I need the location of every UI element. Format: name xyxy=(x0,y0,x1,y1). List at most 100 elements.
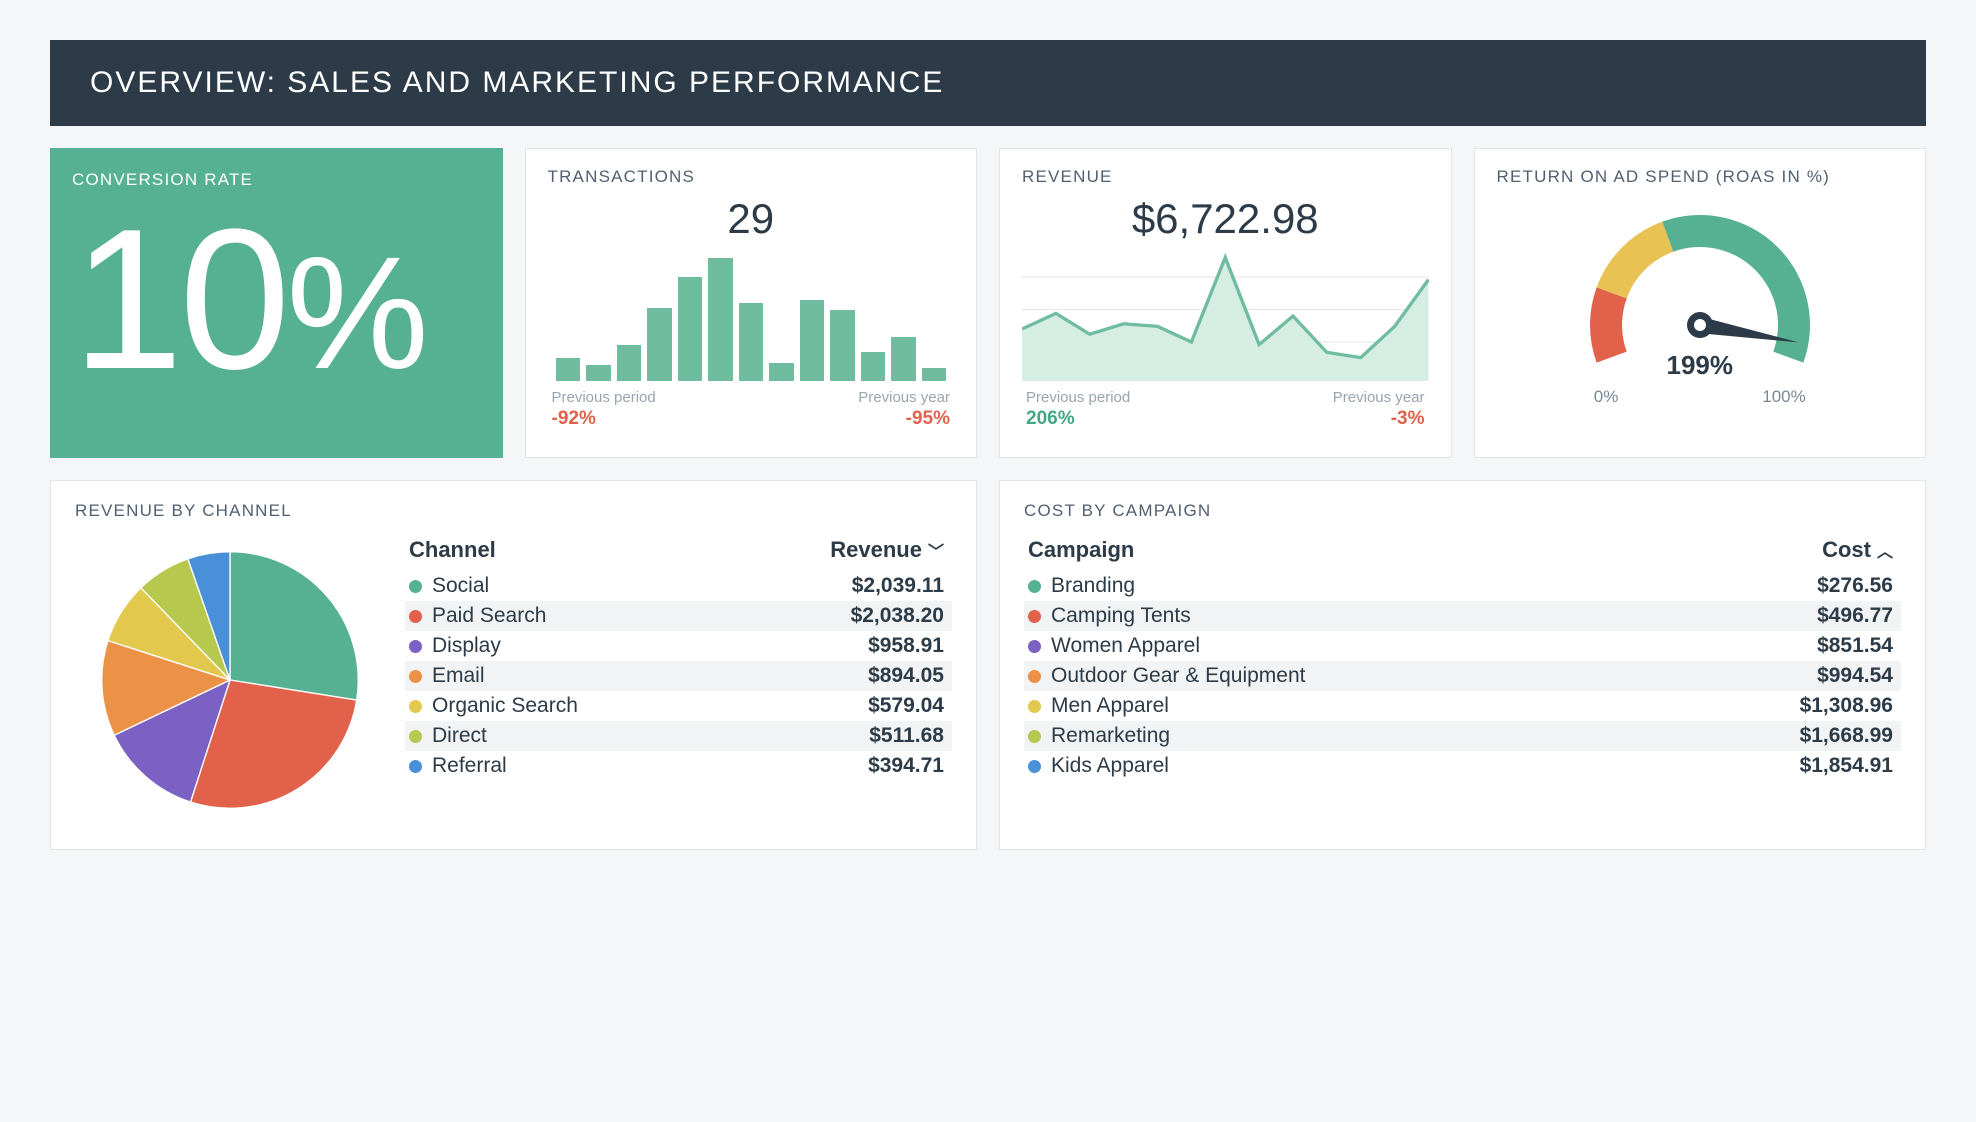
roas-gauge: 199% 0% 100% xyxy=(1497,195,1904,405)
revenue-prev-year-value: -3% xyxy=(1333,408,1425,430)
conversion-number: 10 xyxy=(72,188,286,411)
legend-swatch-icon xyxy=(1028,700,1041,713)
bar xyxy=(586,365,611,381)
transactions-prev-period-value: -92% xyxy=(552,408,656,430)
transactions-compare: Previous period -92% Previous year -95% xyxy=(548,387,955,430)
row-label: Camping Tents xyxy=(1028,604,1191,628)
page-title-bar: OVERVIEW: SALES AND MARKETING PERFORMANC… xyxy=(50,40,1926,126)
bar xyxy=(739,303,764,381)
revenue-prev-period-value: 206% xyxy=(1026,408,1130,430)
bar xyxy=(556,358,581,381)
row-label-text: Direct xyxy=(432,724,487,748)
legend-swatch-icon xyxy=(1028,730,1041,743)
table-row[interactable]: Paid Search $2,038.20 xyxy=(405,601,952,631)
transactions-card: TRANSACTIONS 29 Previous period -92% Pre… xyxy=(525,148,978,458)
transactions-title: TRANSACTIONS xyxy=(548,167,955,187)
row-label: Social xyxy=(409,574,489,598)
legend-swatch-icon xyxy=(409,610,422,623)
transactions-prev-period-label: Previous period xyxy=(552,389,656,406)
row-value: $1,854.91 xyxy=(1800,754,1893,778)
table-row[interactable]: Social $2,039.11 xyxy=(405,571,952,601)
row-label-text: Outdoor Gear & Equipment xyxy=(1051,664,1305,688)
legend-swatch-icon xyxy=(1028,580,1041,593)
revenue-prev-year: Previous year -3% xyxy=(1333,389,1425,430)
row-label-text: Referral xyxy=(432,754,507,778)
row-value: $511.68 xyxy=(869,724,944,748)
row-label-text: Remarketing xyxy=(1051,724,1170,748)
conversion-percent-sign: % xyxy=(286,223,424,402)
row-label-text: Camping Tents xyxy=(1051,604,1191,628)
table-row[interactable]: Outdoor Gear & Equipment $994.54 xyxy=(1024,661,1901,691)
row-label: Women Apparel xyxy=(1028,634,1200,658)
transactions-bar-chart xyxy=(548,251,955,381)
revenue-area-chart xyxy=(1022,251,1429,381)
row-label: Men Apparel xyxy=(1028,694,1169,718)
bar xyxy=(922,368,947,381)
cost-col-cost[interactable]: Cost ︿ xyxy=(1822,537,1893,563)
chevron-down-icon: ﹀ xyxy=(928,538,944,562)
cost-by-campaign-table: Campaign Cost ︿ Branding$276.56Camping T… xyxy=(1024,535,1901,781)
transactions-prev-year-value: -95% xyxy=(858,408,950,430)
revenue-title: REVENUE xyxy=(1022,167,1429,187)
cost-by-campaign-title: COST BY CAMPAIGN xyxy=(1024,501,1901,521)
bar xyxy=(617,345,642,381)
revenue-col-revenue[interactable]: Revenue ﹀ xyxy=(830,537,944,563)
revenue-col-channel[interactable]: Channel xyxy=(409,537,496,563)
row-label-text: Branding xyxy=(1051,574,1135,598)
table-row[interactable]: Direct $511.68 xyxy=(405,721,952,751)
transactions-prev-year: Previous year -95% xyxy=(858,389,950,430)
revenue-table-header[interactable]: Channel Revenue ﹀ xyxy=(405,535,952,571)
transactions-value: 29 xyxy=(548,195,955,243)
conversion-title: CONVERSION RATE xyxy=(72,170,481,190)
revenue-card: REVENUE $6,722.98 Previous period 206% P… xyxy=(999,148,1452,458)
row-value: $1,308.96 xyxy=(1800,694,1893,718)
table-row[interactable]: Display$958.91 xyxy=(405,631,952,661)
table-row[interactable]: Camping Tents $496.77 xyxy=(1024,601,1901,631)
roas-min-label: 0% xyxy=(1594,387,1619,407)
table-row[interactable]: Men Apparel $1,308.96 xyxy=(1024,691,1901,721)
row-value: $2,038.20 xyxy=(851,604,944,628)
table-row[interactable]: Referral $394.71 xyxy=(405,751,952,781)
bar xyxy=(861,352,886,381)
row-label: Organic Search xyxy=(409,694,578,718)
row-value: $1,668.99 xyxy=(1800,724,1893,748)
revenue-prev-period-label: Previous period xyxy=(1026,389,1130,406)
row-value: $994.54 xyxy=(1817,664,1893,688)
bar xyxy=(830,310,855,382)
row-value: $394.71 xyxy=(868,754,944,778)
row-label: Direct xyxy=(409,724,487,748)
row-value: $2,039.11 xyxy=(852,574,944,598)
roas-center-value: 199% xyxy=(1667,350,1734,381)
row-label-text: Email xyxy=(432,664,485,688)
roas-max-label: 100% xyxy=(1762,387,1805,407)
table-row[interactable]: Remarketing $1,668.99 xyxy=(1024,721,1901,751)
table-row[interactable]: Branding$276.56 xyxy=(1024,571,1901,601)
cost-table-header[interactable]: Campaign Cost ︿ xyxy=(1024,535,1901,571)
page-title: OVERVIEW: SALES AND MARKETING PERFORMANC… xyxy=(90,66,944,99)
row-label: Paid Search xyxy=(409,604,546,628)
row-label-text: Display xyxy=(432,634,501,658)
cost-col-campaign[interactable]: Campaign xyxy=(1028,537,1134,563)
bar xyxy=(891,337,916,381)
row-value: $496.77 xyxy=(1817,604,1893,628)
row-label: Display xyxy=(409,634,501,658)
row-label: Remarketing xyxy=(1028,724,1170,748)
row-label: Referral xyxy=(409,754,507,778)
roas-card: RETURN ON AD SPEND (ROAS IN %) 199% 0% 1… xyxy=(1474,148,1927,458)
revenue-value: $6,722.98 xyxy=(1022,195,1429,243)
legend-swatch-icon xyxy=(409,670,422,683)
legend-swatch-icon xyxy=(409,760,422,773)
row-label-text: Kids Apparel xyxy=(1051,754,1169,778)
tables-row: REVENUE BY CHANNEL Channel Revenue ﹀ Soc… xyxy=(50,480,1926,850)
revenue-by-channel-title: REVENUE BY CHANNEL xyxy=(75,501,952,521)
table-row[interactable]: Women Apparel $851.54 xyxy=(1024,631,1901,661)
bar xyxy=(678,277,703,381)
dashboard-root: OVERVIEW: SALES AND MARKETING PERFORMANC… xyxy=(0,0,1976,880)
bar xyxy=(647,308,672,381)
table-row[interactable]: Kids Apparel $1,854.91 xyxy=(1024,751,1901,781)
table-row[interactable]: Email$894.05 xyxy=(405,661,952,691)
bar xyxy=(769,363,794,381)
revenue-compare: Previous period 206% Previous year -3% xyxy=(1022,387,1429,430)
row-value: $851.54 xyxy=(1817,634,1893,658)
table-row[interactable]: Organic Search$579.04 xyxy=(405,691,952,721)
